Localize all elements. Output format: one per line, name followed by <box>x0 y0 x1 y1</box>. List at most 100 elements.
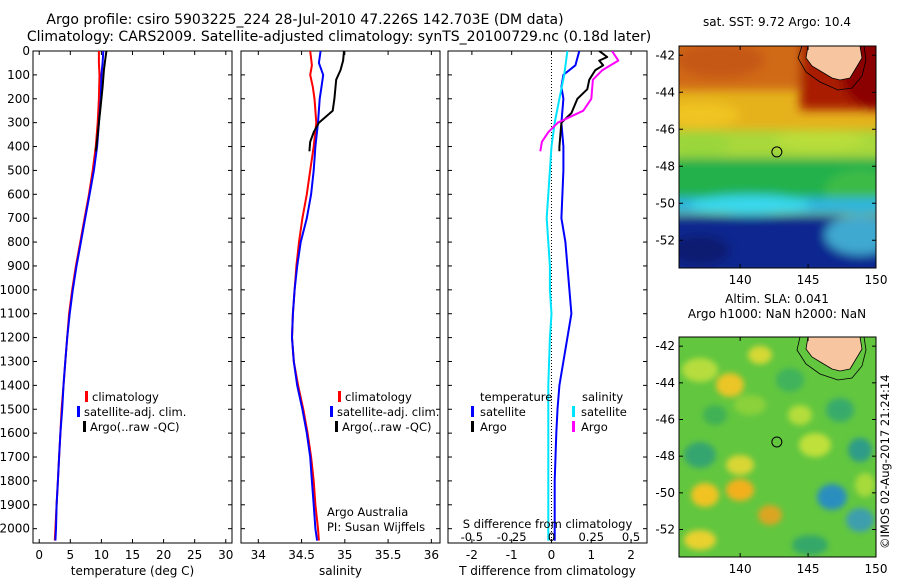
sst-field <box>679 46 876 268</box>
legend-swatch-s-argo <box>572 421 575 432</box>
difference-profile-panel: -2 -1 0 1 2 T difference from climatology S di… <box>447 50 648 578</box>
x-tick-label: 0 <box>548 548 556 562</box>
sst-lon-label: 140 <box>729 273 752 287</box>
depth-tick-label: 500 <box>7 163 30 177</box>
sla-lat-label: -44 <box>655 376 675 390</box>
legend-satellite-adj: satellite-adj. clim. <box>84 405 186 419</box>
x-tick-label: 5 <box>66 548 74 562</box>
legend-swatch-satellite-adj-2 <box>330 406 333 417</box>
x-tick-label: 30 <box>218 548 233 562</box>
sst-map-panel: -42 -44 -46 -48 -50 -52 140 145 150 <box>655 45 888 287</box>
legend-temperature-header: temperature <box>480 390 552 404</box>
legend-swatch-s-satellite <box>572 406 575 417</box>
imos-timestamp: ©IMOS 02-Aug-2017 21:24:14 <box>878 374 892 549</box>
series-line-satellite-temperature <box>553 51 581 541</box>
series-line-argo-raw-qc- <box>94 51 108 152</box>
depth-tick-label: 1600 <box>0 426 30 440</box>
sla-argo-location-marker <box>771 436 783 448</box>
sla-field <box>682 346 875 555</box>
x-tick-label: 34.5 <box>288 548 315 562</box>
depth-tick-label: 800 <box>7 235 30 249</box>
s-diff-tick-label: -0.5 <box>461 530 483 544</box>
series-line-satellite-salinity <box>545 51 569 541</box>
legend-s-argo: Argo <box>581 420 608 434</box>
temperature-profile-panel: 0100200300400500600700800900100011001200… <box>0 44 233 578</box>
x-tick-label: 15 <box>125 548 140 562</box>
difference-plot-frame <box>447 50 648 544</box>
sla-lon-label: 145 <box>797 562 820 576</box>
tasmania-land-2 <box>805 337 863 372</box>
difference-legend: temperature salinity satellite Argo sate… <box>471 390 627 434</box>
salinity-plot-frame <box>240 50 441 544</box>
sst-lat-label: -48 <box>655 159 675 173</box>
sst-lon-label: 145 <box>797 273 820 287</box>
legend-salinity-header: salinity <box>582 390 623 404</box>
series-line-satellite-adj-clim- <box>291 51 325 541</box>
x-tick-label: 36 <box>424 548 439 562</box>
legend-swatch-climatology-2 <box>338 391 341 402</box>
legend-climatology-2: climatology <box>345 390 412 404</box>
sst-contour <box>797 46 867 91</box>
sst-map-frame <box>678 45 877 269</box>
temperature-axis-label: temperature (deg C) <box>71 564 194 578</box>
depth-tick-label: 1400 <box>0 378 30 392</box>
depth-tick-label: 600 <box>7 187 30 201</box>
sla-lon-label: 140 <box>729 562 752 576</box>
sla-lat-label: -46 <box>655 413 675 427</box>
s-diff-tick-label: 0 <box>548 530 555 544</box>
legend-t-argo: Argo <box>480 420 507 434</box>
credit-line2: PI: Susan Wijffels <box>327 520 425 534</box>
depth-tick-label: 300 <box>7 116 30 130</box>
legend-swatch-argo-2 <box>335 421 338 432</box>
depth-tick-label: 1200 <box>0 331 30 345</box>
x-tick-label: 35 <box>337 548 352 562</box>
figure-title-line2: Climatology: CARS2009. Satellite-adjuste… <box>27 29 651 45</box>
depth-tick-label: 400 <box>7 140 30 154</box>
sst-lat-label: -42 <box>655 48 675 62</box>
sla-contour <box>796 337 867 381</box>
s-diff-tick-label: 0.5 <box>622 530 640 544</box>
depth-tick-label: 1800 <box>0 474 30 488</box>
s-difference-axis-label: S difference from climatology <box>463 517 633 531</box>
legend-swatch-t-satellite <box>471 406 474 417</box>
x-tick-label: 35.5 <box>375 548 402 562</box>
sla-map-frame <box>678 336 877 558</box>
series-line-argo-temperature <box>558 51 609 152</box>
series-line-argo-raw-qc- <box>308 51 345 152</box>
depth-tick-label: 700 <box>7 211 30 225</box>
sst-map-title: sat. SST: 9.72 Argo: 10.4 <box>703 15 851 29</box>
x-tick-label: -2 <box>466 548 478 562</box>
sst-lat-label: -52 <box>655 233 675 247</box>
x-tick-label: 10 <box>94 548 109 562</box>
sla-lon-label: 150 <box>865 562 888 576</box>
sst-lat-label: -46 <box>655 122 675 136</box>
depth-tick-label: 200 <box>7 92 30 106</box>
x-tick-label: 0 <box>35 548 43 562</box>
depth-tick-label: 1500 <box>0 402 30 416</box>
legend-climatology: climatology <box>92 390 159 404</box>
legend-argo-2: Argo(..raw -QC) <box>342 420 432 434</box>
temperature-plot-frame <box>32 50 233 544</box>
sla-map-title: Altim. SLA: 0.041 <box>725 292 829 306</box>
sla-lat-label: -48 <box>655 449 675 463</box>
sla-lat-label: -42 <box>655 339 675 353</box>
depth-tick-label: 2000 <box>0 522 30 536</box>
sst-argo-location-marker <box>771 146 783 158</box>
depth-tick-label: 0 <box>22 44 30 58</box>
temperature-legend: climatology satellite-adj. clim. Argo(..… <box>77 390 186 434</box>
sst-lon-label: 150 <box>865 273 888 287</box>
x-tick-label: 1 <box>587 548 595 562</box>
legend-t-satellite: satellite <box>480 405 526 419</box>
tasmania-land <box>805 46 863 81</box>
series-line-climatology <box>291 51 320 541</box>
sla-map-panel: -42 -44 -46 -48 -50 -52 140 145 150 <box>655 336 888 576</box>
sla-map-subtitle: Argo h1000: NaN h2000: NaN <box>688 307 866 321</box>
s-diff-tick-label: 0.25 <box>578 530 604 544</box>
legend-swatch-t-argo <box>471 421 474 432</box>
sla-lat-label: -50 <box>655 486 675 500</box>
sst-lat-label: -44 <box>655 85 675 99</box>
series-line-argo-salinity <box>539 51 620 152</box>
salinity-legend: climatology satellite-adj. clim. Argo(..… <box>327 390 439 534</box>
